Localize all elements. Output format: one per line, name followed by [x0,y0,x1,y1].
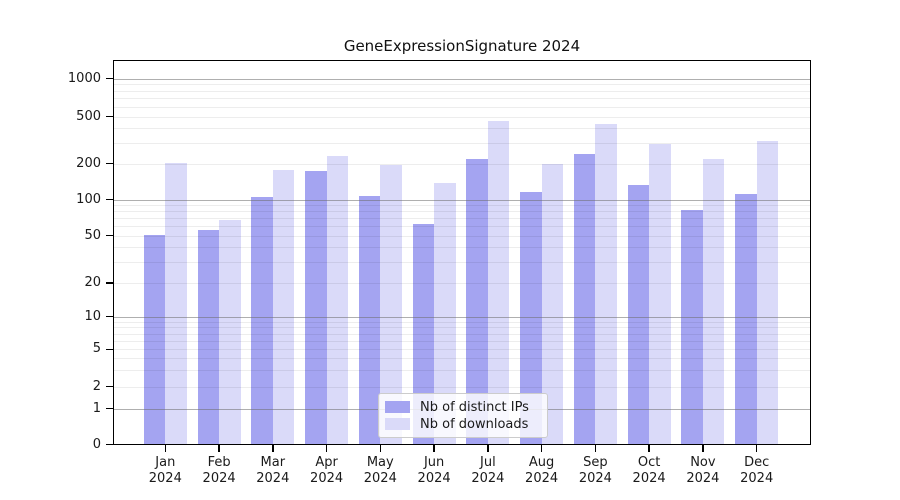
x-axis-tick-label: Jul 2024 [471,455,505,486]
y-axis-tick-label: 0 [92,436,101,452]
legend: Nb of distinct IPs Nb of downloads [378,393,548,438]
x-axis-tick [272,445,274,452]
y-axis-tick [105,282,113,284]
bar-distinct-ips-oct [627,184,650,444]
bar-distinct-ips-feb [197,229,220,444]
x-axis-tick [702,445,704,452]
y-axis-tick [105,115,113,118]
y-axis-tick [105,315,113,318]
y-axis-tick [105,162,113,165]
y-axis-tick [105,234,113,237]
y-axis-tick-label: 1 [92,400,101,416]
y-axis-tick-label: 1000 [67,70,101,86]
minor-gridline [113,90,811,92]
y-axis-tick [105,348,113,351]
bar-distinct-ips-apr [305,171,327,444]
y-axis-tick-label: 100 [76,191,101,207]
bar-downloads-sep [595,123,617,444]
x-axis-tick [218,445,220,452]
x-axis-tick-label: Dec 2024 [740,455,774,486]
x-axis-tick-label: Oct 2024 [632,455,666,486]
bar-distinct-ips-jan [143,234,166,444]
bar-downloads-apr [326,156,349,444]
bar-distinct-ips-jun [412,223,435,444]
x-axis-tick [755,445,758,452]
y-axis-tick-label: 200 [76,155,101,171]
y-axis-tick [105,385,113,388]
x-axis-tick-label: Jun 2024 [417,455,451,486]
bar-distinct-ips-sep [573,154,596,444]
bar-downloads-jun [434,183,456,444]
bar-downloads-nov [702,159,725,444]
y-axis-tick [105,407,113,410]
x-axis-tick [325,445,328,452]
y-axis-tick-label: 50 [84,227,101,243]
y-axis-tick-label: 5 [92,341,101,357]
minor-gridline [113,84,811,86]
x-axis-tick-label: Sep 2024 [578,455,612,486]
legend-item-downloads: Nb of downloads [385,416,539,432]
x-axis-tick-label: Apr 2024 [310,455,344,486]
chart-title: GeneExpressionSignature 2024 [343,37,581,55]
x-axis-tick [164,445,167,452]
x-axis-tick-label: Mar 2024 [256,455,290,486]
x-axis-tick [648,445,650,452]
x-axis-tick-label: Nov 2024 [686,455,720,486]
bar-downloads-feb [219,219,241,444]
minor-gridline [113,142,811,144]
bar-distinct-ips-dec [735,194,757,444]
y-axis-tick-label: 10 [84,308,101,324]
bar-distinct-ips-may [358,195,381,444]
bar-downloads-dec [756,141,779,444]
minor-gridline [113,116,811,118]
bar-downloads-aug [541,163,564,444]
major-gridline [113,78,811,80]
legend-label-downloads: Nb of downloads [420,416,529,432]
bar-downloads-jan [165,162,187,444]
legend-swatch-distinct-ips [385,401,410,413]
y-axis-tick [105,77,113,80]
x-axis-tick-label: Aug 2024 [525,455,559,486]
bar-distinct-ips-jul [466,158,488,444]
bar-downloads-may [380,165,402,444]
y-axis-tick-label: 20 [84,275,101,290]
y-axis-tick [105,198,113,201]
y-axis-tick [105,443,113,446]
x-axis-tick [540,445,543,452]
minor-gridline [113,98,811,100]
x-axis-tick-label: Jan 2024 [148,455,182,486]
plot-area: Nb of distinct IPs Nb of downloads [113,60,811,445]
x-axis-tick [379,445,382,452]
bar-downloads-oct [649,143,671,444]
legend-label-distinct-ips: Nb of distinct IPs [420,399,529,415]
legend-swatch-downloads [385,418,410,430]
bar-downloads-jul [487,121,510,444]
x-axis-tick [433,445,435,452]
x-axis-tick-label: May 2024 [363,455,397,486]
y-axis-tick-label: 2 [92,378,101,394]
bar-distinct-ips-nov [681,209,703,444]
y-axis-tick-label: 500 [76,108,101,124]
x-axis-tick [594,445,597,452]
legend-item-distinct-ips: Nb of distinct IPs [385,399,539,415]
bar-distinct-ips-mar [251,196,273,444]
x-axis-tick [487,445,489,452]
minor-gridline [113,106,811,108]
minor-gridline [113,127,811,129]
bar-downloads-mar [272,170,295,444]
x-axis-tick-label: Feb 2024 [202,455,236,486]
